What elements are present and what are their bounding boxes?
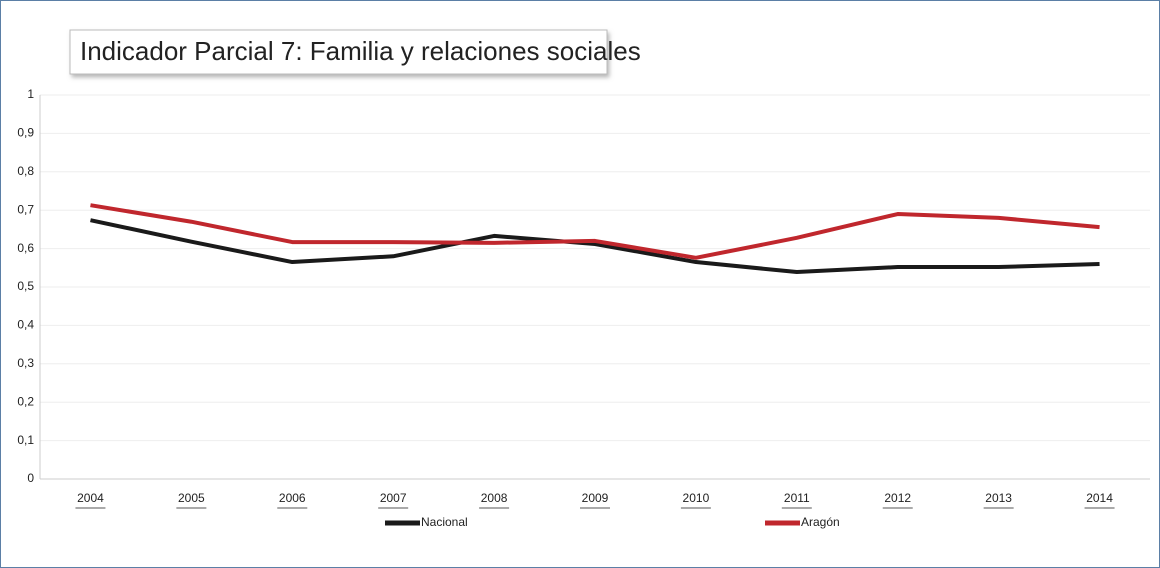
y-tick-label: 0,4 <box>17 318 34 332</box>
y-tick-label: 0,7 <box>17 202 34 216</box>
x-tick-label: 2014 <box>1086 491 1113 505</box>
y-tick-label: 0,2 <box>17 394 34 408</box>
y-tick-label: 0 <box>27 471 34 485</box>
legend-label: Nacional <box>421 515 468 529</box>
x-tick-label: 2008 <box>481 491 508 505</box>
x-tick-label: 2005 <box>178 491 205 505</box>
y-tick-label: 0,9 <box>17 126 34 140</box>
y-tick-label: 0,8 <box>17 164 34 178</box>
chart-title: Indicador Parcial 7: Familia y relacione… <box>80 36 641 66</box>
legend-label: Aragón <box>801 515 840 529</box>
title-box <box>69 29 608 75</box>
series-line <box>90 203 1100 260</box>
series-line <box>90 218 1100 275</box>
x-tick-label: 2004 <box>77 491 104 505</box>
x-tick-label: 2013 <box>985 491 1012 505</box>
y-tick-label: 0,5 <box>17 279 34 293</box>
x-tick-label: 2010 <box>683 491 710 505</box>
x-tick-label: 2009 <box>582 491 609 505</box>
x-tick-label: 2011 <box>784 491 810 505</box>
y-tick-label: 1 <box>27 87 34 101</box>
x-tick-label: 2012 <box>884 491 911 505</box>
x-tick-label: 2007 <box>380 491 407 505</box>
y-tick-label: 0,1 <box>17 433 34 447</box>
y-tick-label: 0,3 <box>17 356 34 370</box>
y-tick-label: 0,6 <box>17 241 34 255</box>
x-tick-label: 2006 <box>279 491 306 505</box>
